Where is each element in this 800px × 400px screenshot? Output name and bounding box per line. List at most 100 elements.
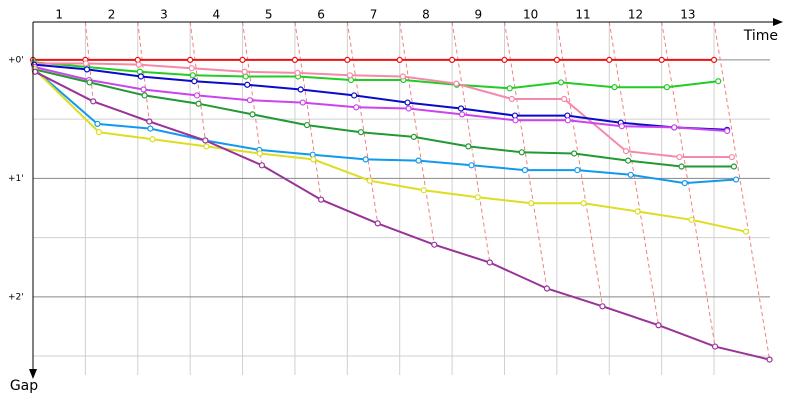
data-point (82, 60, 90, 67)
lap-line (503, 21, 548, 289)
x-tick-label: 2 (108, 8, 116, 22)
data-point (137, 73, 145, 80)
data-point (518, 149, 525, 156)
data-point (318, 196, 325, 203)
data-point (663, 84, 670, 91)
data-point (655, 322, 662, 329)
lap-line (84, 21, 94, 102)
data-point (187, 56, 194, 64)
lap-line (242, 21, 263, 166)
data-point (618, 123, 625, 130)
data-point (135, 61, 142, 68)
data-point (195, 100, 202, 107)
y-tick-label: +2' (8, 292, 24, 302)
data-point (458, 111, 466, 118)
data-point (404, 99, 411, 106)
data-point (512, 117, 519, 124)
labels: +0'+1'+2'1 2 3 4 5 6 7 8 9 10 11 12 13 (8, 8, 695, 303)
data-point (140, 86, 147, 93)
data-point (715, 78, 722, 85)
data-point (543, 285, 551, 292)
data-point (671, 124, 678, 131)
data-point (676, 153, 683, 161)
data-point (353, 104, 360, 111)
data-point (528, 200, 535, 207)
data-point (711, 343, 719, 350)
data-point (241, 68, 248, 75)
series-line (34, 70, 770, 361)
data-point (453, 80, 460, 87)
data-point (564, 117, 571, 124)
data-point (449, 56, 456, 64)
data-point (431, 241, 438, 248)
y-tick-label: +1' (8, 174, 24, 184)
series-line (34, 66, 728, 132)
data-point (457, 105, 465, 112)
series-line (33, 61, 719, 90)
x-tick-label: 13 (680, 8, 695, 22)
x-tick-label: 3 (160, 8, 168, 22)
data-point (202, 137, 209, 144)
data-point (351, 92, 358, 99)
data-point (249, 111, 256, 118)
data-point (710, 56, 718, 64)
series-line (33, 68, 747, 233)
data-point (86, 79, 93, 86)
data-point (189, 72, 196, 79)
data-point (244, 81, 251, 88)
data-point (246, 97, 253, 104)
data-point (634, 208, 641, 215)
data-point (468, 162, 475, 169)
data-point (732, 176, 740, 183)
data-point (146, 118, 153, 125)
data-point (346, 72, 354, 79)
data-point (94, 120, 101, 127)
data-point (557, 79, 565, 86)
lap-line (713, 21, 771, 360)
data-point (766, 356, 773, 363)
x-tick-label: 9 (474, 8, 482, 22)
data-point (191, 78, 198, 85)
data-point (362, 156, 369, 163)
data-point (90, 98, 97, 105)
data-point (405, 105, 412, 112)
lap-line (556, 21, 603, 307)
data-point (299, 99, 306, 106)
data-point (501, 56, 508, 64)
data-point (239, 56, 246, 64)
data-point (415, 157, 422, 164)
data-point (83, 66, 91, 73)
data-point (420, 187, 427, 194)
data-point (474, 194, 481, 201)
lap-line (608, 21, 660, 326)
data-point (297, 86, 304, 93)
data-point (294, 69, 301, 77)
data-point (344, 56, 351, 64)
data-point (599, 303, 606, 310)
data-point (521, 166, 529, 174)
data-point (688, 216, 695, 223)
data-point (256, 150, 263, 157)
data-point (410, 133, 417, 141)
data-point (486, 259, 493, 266)
x-tick-label: 4 (213, 8, 221, 22)
data-point (611, 84, 618, 91)
data-point (291, 56, 299, 64)
x-tick-label: 7 (370, 8, 378, 22)
y-tick-label: +0' (8, 55, 24, 65)
data-point (357, 129, 365, 136)
data-point (465, 143, 472, 150)
x-tick-label: 8 (422, 8, 430, 22)
data-point (681, 180, 688, 187)
data-point (141, 92, 148, 99)
lap-line (451, 21, 491, 263)
data-point (606, 56, 613, 64)
lap-line (661, 21, 716, 347)
x-tick-label: 6 (317, 8, 325, 22)
lap-line (399, 21, 435, 245)
data-point (678, 163, 685, 170)
data-point (188, 65, 195, 72)
lap-line (346, 21, 379, 224)
series-line (33, 63, 728, 131)
